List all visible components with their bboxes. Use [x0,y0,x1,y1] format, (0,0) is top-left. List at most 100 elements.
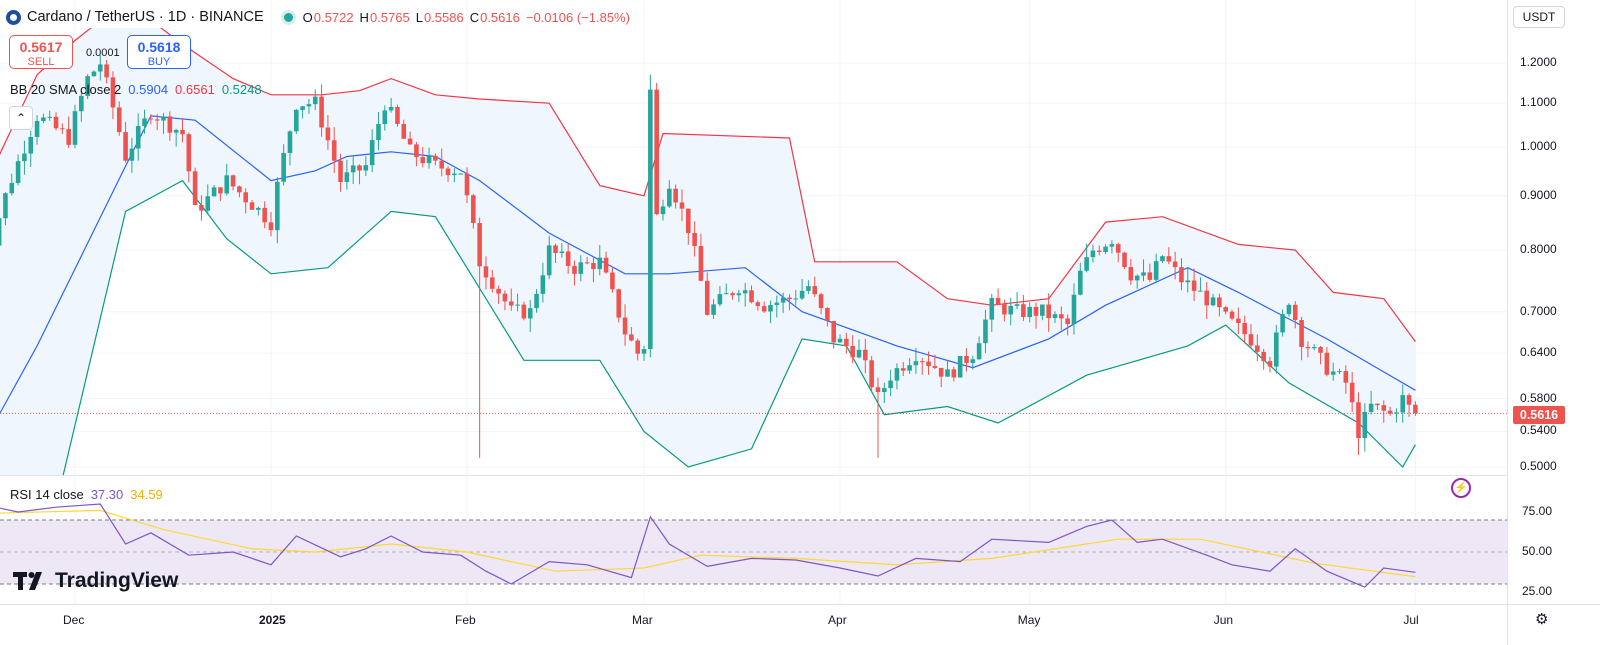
candle-body [768,304,773,312]
candle-body [205,196,211,211]
candle-body [116,107,122,133]
candle-body [395,106,400,124]
candle-body [41,117,46,121]
ohlc-low: L0.5586 [415,9,464,25]
candle-body [28,136,34,154]
candle-body [1356,402,1361,439]
candle-body [325,127,331,141]
candle-body [1021,304,1026,318]
brand-name: TradingView [55,569,179,592]
candle-body [508,301,514,306]
sell-button[interactable]: 0.5617 SELL [9,35,73,69]
candle-body [1387,410,1393,414]
candle-body [0,218,2,246]
candle-body [1280,314,1285,333]
buy-label: BUY [147,56,171,68]
candle-body [1052,314,1058,319]
candle-body [1109,244,1115,247]
candle-body [1236,318,1241,323]
candle-body [407,138,413,145]
candle-body [433,155,438,161]
candle-body [1368,403,1374,412]
candle-body [388,106,394,111]
candle-body [34,120,40,137]
candle-body [559,251,565,254]
candle-body [420,157,426,164]
tradingview-logo[interactable]: TradingView [13,568,178,594]
candle-body [357,165,362,171]
candle-body [1311,347,1317,349]
candle-body [1255,345,1260,352]
rsi-line [0,503,1416,588]
candle-body [825,308,830,321]
candle-body [129,148,135,161]
gear-icon[interactable]: ⚙ [1535,611,1549,628]
rsi-legend[interactable]: RSI 14 close 37.30 34.59 [10,485,163,503]
candle-body [749,290,754,303]
candle-body [306,104,312,107]
ohlc-close: C0.5616 [469,9,520,25]
candle-body [1324,352,1330,375]
candle-body [685,208,691,234]
candle-body [1381,405,1387,411]
candle-body [1115,244,1121,253]
candle-body [1305,346,1311,349]
bb-upper-value: 0.6561 [175,81,215,97]
candle-body [553,245,558,254]
candle-body [945,369,950,377]
ohlc-open: O0.5722 [302,9,354,25]
candle-body [755,302,761,307]
candle-body [91,71,97,77]
price-tick-label: 0.6400 [1520,345,1557,360]
candle-body [534,293,539,309]
lightning-icon[interactable]: ⚡ [1451,478,1471,498]
price-tick-label: 1.2000 [1520,55,1557,69]
candle-body [1318,347,1323,353]
candle-body [243,192,249,203]
candle-body [1286,304,1292,315]
candle-body [1160,256,1165,262]
tradingview-mark-icon [13,572,42,590]
rsi-tick-label: 50.00 [1522,544,1553,558]
candle-body [844,338,849,346]
candle-body [1027,306,1033,318]
candle-body [907,365,912,371]
candle-body [477,223,482,267]
candle-body [806,286,811,291]
candle-body [1046,304,1051,319]
candle-body [780,297,786,303]
candle-body [894,368,900,381]
candle-body [135,125,141,149]
candle-body [1090,250,1096,258]
candle-body [230,175,236,187]
candle-body [1223,307,1229,312]
candle-body [161,116,166,121]
candle-body [192,171,198,206]
candle-body [249,202,255,210]
candle-body [1033,306,1039,316]
candle-body [256,207,261,210]
candle-body [692,233,697,247]
candle-body [888,380,893,389]
collapse-legend-button[interactable]: ⌃ [9,106,33,130]
candle-body [932,366,938,368]
candle-body [629,334,634,341]
candle-body [363,165,369,171]
buy-button[interactable]: 0.5618 BUY [127,35,191,69]
candle-body [1179,267,1184,283]
market-status-icon[interactable] [283,12,293,22]
candle-body [736,293,742,296]
symbol-title[interactable]: Cardano / TetherUS · 1D · BINANCE [27,9,264,25]
candle-body [72,111,78,145]
candle-body [79,95,84,112]
candle-body [199,205,204,211]
rsi-ma-value: 34.59 [130,486,163,502]
candle-body [502,293,508,302]
currency-selector[interactable]: USDT [1513,6,1565,28]
candle-body [3,193,8,219]
bb-legend[interactable]: BB 20 SMA close 2 0.5904 0.6561 0.5248 [10,80,262,98]
candle-body [331,140,337,161]
candle-body [211,187,217,197]
bb-basis-line [0,115,1416,415]
